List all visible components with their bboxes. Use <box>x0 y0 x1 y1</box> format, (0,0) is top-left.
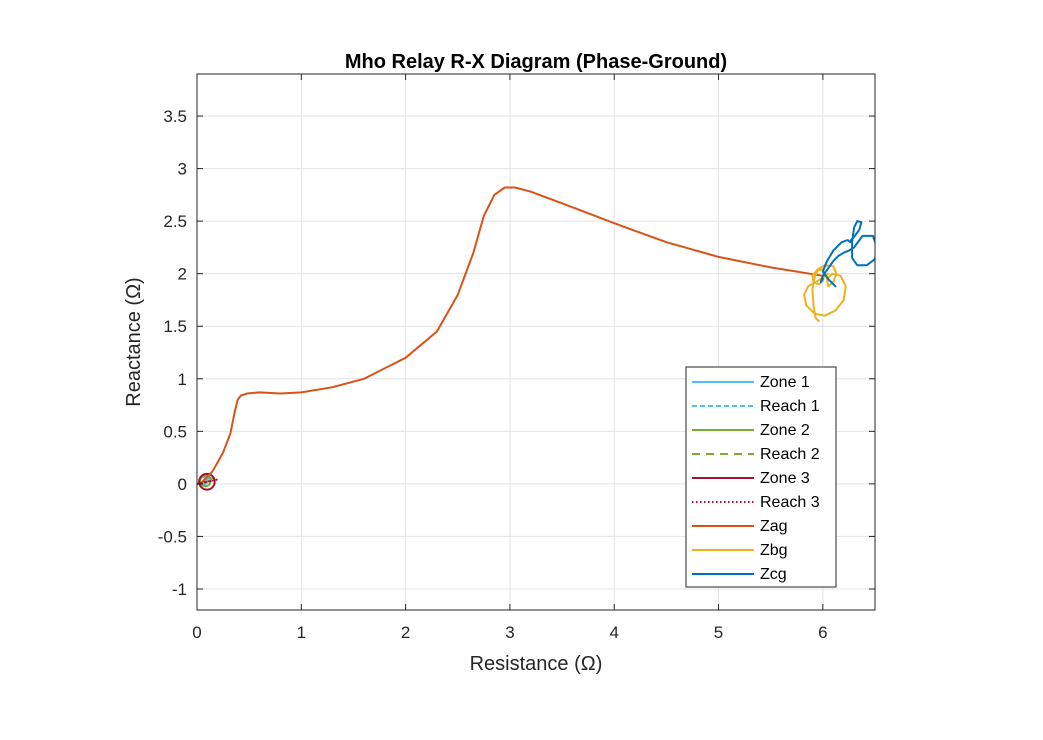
y-tick-label: 0.5 <box>163 422 187 441</box>
y-tick-label: -0.5 <box>158 527 187 546</box>
legend: Zone 1 Reach 1 Zone 2 Reach 2 Zone 3 Reach 3 Z… <box>685 366 837 588</box>
chart-title: Mho Relay R-X Diagram (Phase-Ground) <box>345 51 727 73</box>
grid-lines <box>196 74 875 610</box>
legend-label: Zbg <box>760 542 788 559</box>
legend-label: Reach 1 <box>760 398 820 415</box>
x-tick-label: 1 <box>297 623 306 642</box>
series-zbg <box>803 264 847 322</box>
legend-item-zcg: Zcg <box>692 566 787 583</box>
x-tick-label: 6 <box>818 623 827 642</box>
legend-label: Zag <box>760 518 788 535</box>
y-tick-label: 3 <box>178 160 187 179</box>
legend-item-reach-3: Reach 3 <box>692 494 820 511</box>
x-tick-label: 0 <box>192 623 201 642</box>
y-tick-label: 0 <box>178 475 187 494</box>
x-tick-label: 3 <box>505 623 514 642</box>
axis-ticks: 0 1 2 3 4 5 6 -1 -0.5 0 0.5 1 1.5 2 2.5 3 3.5 <box>158 74 875 642</box>
y-tick-label: 3.5 <box>163 107 187 126</box>
x-tick-label: 2 <box>401 623 410 642</box>
legend-label: Zone 1 <box>760 374 810 391</box>
y-tick-label: 1 <box>178 370 187 389</box>
plot-frame <box>196 73 876 611</box>
legend-label: Zone 2 <box>760 422 810 439</box>
y-tick-label: -1 <box>172 580 187 599</box>
series-zag <box>201 186 824 483</box>
y-tick-label: 2.5 <box>163 212 187 231</box>
legend-item-zone-2: Zone 2 <box>692 422 810 439</box>
y-axis-label: Reactance (Ω) <box>123 277 145 406</box>
series-layer <box>197 186 875 491</box>
series-reach-3 <box>197 478 218 485</box>
legend-item-zag: Zag <box>692 518 788 535</box>
legend-item-zbg: Zbg <box>692 542 788 559</box>
y-tick-label: 2 <box>178 265 187 284</box>
x-tick-label: 4 <box>609 623 618 642</box>
legend-item-reach-1: Reach 1 <box>692 398 820 415</box>
legend-label: Reach 3 <box>760 494 820 511</box>
x-tick-label: 5 <box>714 623 723 642</box>
legend-item-zone-3: Zone 3 <box>692 470 810 487</box>
legend-label: Zcg <box>760 566 787 583</box>
y-tick-label: 1.5 <box>163 317 187 336</box>
legend-label: Zone 3 <box>760 470 810 487</box>
legend-item-reach-2: Reach 2 <box>692 446 820 463</box>
legend-label: Reach 2 <box>760 446 820 463</box>
series-zcg <box>819 220 875 288</box>
x-axis-label: Resistance (Ω) <box>470 653 603 675</box>
legend-item-zone-1: Zone 1 <box>692 374 810 391</box>
series-zone-3 <box>198 472 216 491</box>
